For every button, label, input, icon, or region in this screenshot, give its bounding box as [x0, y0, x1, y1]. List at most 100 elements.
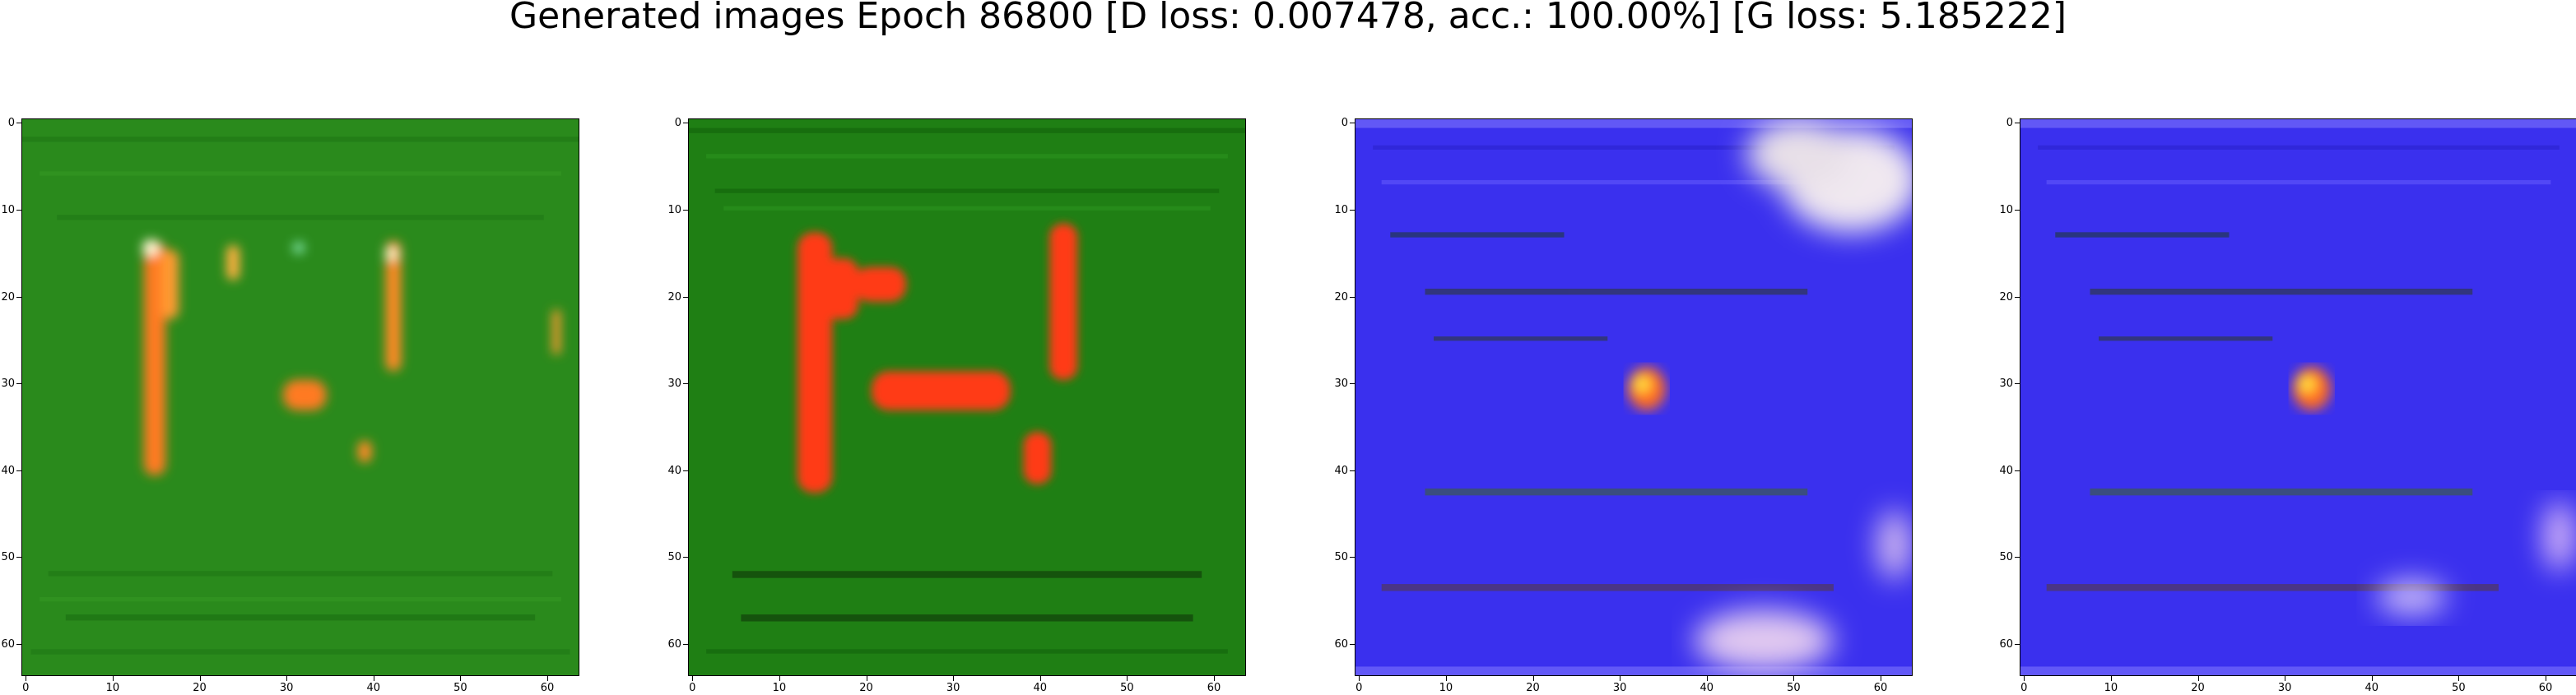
generated-image-3 [1355, 119, 1912, 675]
y-tick-mark [683, 644, 688, 646]
y-tick-mark [2015, 470, 2020, 471]
y-tick-label: 30 [667, 378, 681, 391]
y-tick-label: 20 [1999, 290, 2013, 303]
x-tick-label: 20 [193, 682, 207, 694]
x-tick-mark [1127, 676, 1128, 681]
generated-image-panel-4: 0 10 20 30 40 50 60 0 10 20 30 40 50 60 [1999, 118, 2576, 693]
x-tick-label: 10 [2104, 682, 2118, 694]
generated-image-panel-1: 0 10 20 30 40 50 60 0 10 20 30 40 50 60 [1, 118, 579, 693]
x-tick-mark [2197, 676, 2199, 681]
y-tick-mark [2015, 383, 2020, 385]
x-tick-mark [112, 676, 114, 681]
x-tick-label: 0 [689, 682, 696, 694]
y-tick-label: 60 [1334, 638, 1348, 651]
x-tick-mark [692, 676, 694, 681]
y-tick-label: 20 [667, 290, 681, 303]
x-tick-label: 40 [1700, 682, 1714, 694]
x-tick-label: 40 [2364, 682, 2379, 694]
x-tick-mark [953, 676, 955, 681]
image-axes [2020, 118, 2576, 676]
generated-image-2 [689, 119, 1245, 675]
y-tick-mark [1350, 296, 1355, 298]
y-tick-label: 40 [1, 464, 15, 477]
x-tick-label: 10 [772, 682, 787, 694]
y-tick-mark [683, 296, 688, 298]
y-tick-label: 30 [1999, 378, 2013, 391]
y-tick-label: 50 [667, 551, 681, 564]
y-tick-mark [1350, 209, 1355, 211]
image-axes [21, 118, 579, 676]
y-tick-label: 60 [667, 638, 681, 651]
y-tick-label: 10 [667, 203, 681, 216]
y-tick-mark [1350, 383, 1355, 385]
x-tick-mark [1706, 676, 1708, 681]
y-tick-label: 0 [1341, 117, 1348, 130]
x-tick-label: 20 [1526, 682, 1540, 694]
y-tick-mark [16, 557, 21, 558]
x-tick-label: 60 [1873, 682, 1888, 694]
y-tick-label: 30 [1334, 378, 1348, 391]
x-tick-label: 60 [540, 682, 555, 694]
generated-image-1 [22, 119, 579, 675]
y-tick-mark [16, 296, 21, 298]
y-tick-mark [683, 470, 688, 471]
x-tick-mark [2458, 676, 2460, 681]
x-tick-mark [1532, 676, 1534, 681]
y-tick-label: 20 [1334, 290, 1348, 303]
x-tick-label: 10 [1439, 682, 1453, 694]
y-tick-mark [683, 383, 688, 385]
x-tick-label: 0 [2020, 682, 2028, 694]
x-tick-mark [286, 676, 288, 681]
image-axes [1355, 118, 1913, 676]
x-tick-label: 10 [105, 682, 120, 694]
y-tick-label: 50 [1, 551, 15, 564]
y-tick-mark [1350, 557, 1355, 558]
x-tick-label: 0 [22, 682, 30, 694]
x-tick-mark [1214, 676, 1216, 681]
y-tick-label: 60 [1999, 638, 2013, 651]
x-tick-label: 30 [1612, 682, 1627, 694]
x-tick-mark [1359, 676, 1360, 681]
y-tick-label: 10 [1999, 203, 2013, 216]
y-tick-mark [16, 383, 21, 385]
y-tick-label: 0 [674, 117, 681, 130]
x-tick-label: 30 [279, 682, 294, 694]
y-tick-mark [16, 209, 21, 211]
y-tick-mark [2015, 644, 2020, 646]
x-tick-mark [1793, 676, 1795, 681]
y-tick-label: 40 [1999, 464, 2013, 477]
y-tick-mark [2015, 296, 2020, 298]
x-tick-mark [460, 676, 462, 681]
y-tick-mark [2015, 557, 2020, 558]
y-tick-mark [16, 644, 21, 646]
generated-image-panel-2: 0 10 20 30 40 50 60 0 10 20 30 40 50 60 [667, 118, 1246, 693]
x-tick-mark [1039, 676, 1041, 681]
x-tick-label: 20 [2191, 682, 2205, 694]
x-tick-label: 20 [859, 682, 873, 694]
x-tick-label: 40 [1033, 682, 1048, 694]
x-tick-mark [2371, 676, 2373, 681]
y-tick-label: 50 [1999, 551, 2013, 564]
y-tick-mark [16, 470, 21, 471]
x-tick-mark [1445, 676, 1447, 681]
x-tick-label: 50 [1787, 682, 1801, 694]
generated-image-4 [2020, 119, 2576, 675]
y-tick-label: 0 [2006, 117, 2013, 130]
y-tick-mark [683, 557, 688, 558]
x-tick-label: 50 [1120, 682, 1134, 694]
x-tick-mark [779, 676, 780, 681]
x-tick-label: 0 [1355, 682, 1363, 694]
y-tick-label: 10 [1, 203, 15, 216]
x-tick-label: 50 [453, 682, 467, 694]
x-tick-label: 30 [2277, 682, 2292, 694]
y-tick-mark [2015, 209, 2020, 211]
generated-image-panel-3: 0 10 20 30 40 50 60 0 10 20 30 40 50 60 [1334, 118, 1913, 693]
y-tick-label: 40 [667, 464, 681, 477]
y-tick-label: 30 [1, 378, 15, 391]
x-tick-mark [2024, 676, 2025, 681]
x-tick-label: 50 [2452, 682, 2466, 694]
y-tick-mark [1350, 644, 1355, 646]
y-tick-mark [683, 209, 688, 211]
y-tick-label: 40 [1334, 464, 1348, 477]
x-tick-mark [547, 676, 549, 681]
